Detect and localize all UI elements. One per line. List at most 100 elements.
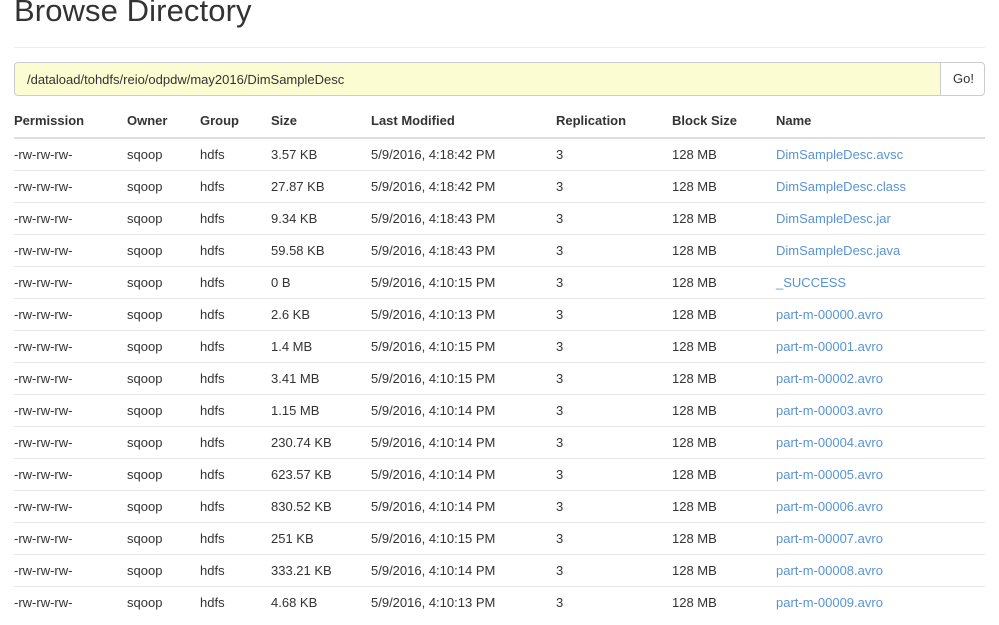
cell-name: part-m-00001.avro xyxy=(776,330,985,363)
file-link[interactable]: part-m-00009.avro xyxy=(776,595,883,610)
cell-size: 251 KB xyxy=(271,522,371,555)
file-link[interactable]: part-m-00005.avro xyxy=(776,467,883,482)
cell-size: 230.74 KB xyxy=(271,426,371,459)
cell-owner: sqoop xyxy=(127,234,200,267)
cell-replication: 3 xyxy=(556,458,672,491)
cell-group: hdfs xyxy=(200,170,271,203)
cell-replication: 3 xyxy=(556,554,672,587)
table-row: -rw-rw-rw-sqoop hdfs 1.4 MB 5/9/2016, 4:10:… xyxy=(14,330,985,363)
cell-group: hdfs xyxy=(200,234,271,267)
file-link[interactable]: DimSampleDesc.avsc xyxy=(776,147,904,162)
table-row: -rw-rw-rw-sqoop hdfs 830.52 KB 5/9/2016, 4:… xyxy=(14,490,985,523)
cell-last-modified: 5/9/2016, 4:10:13 PM xyxy=(371,586,556,618)
cell-block-size: 128 MB xyxy=(672,202,776,235)
column-header-group: Group xyxy=(200,113,271,139)
cell-replication: 3 xyxy=(556,266,672,299)
column-header-replication: Replication xyxy=(556,113,672,139)
cell-block-size: 128 MB xyxy=(672,298,776,331)
cell-owner: sqoop xyxy=(127,522,200,555)
table-body: -rw-rw-rw-sqoop hdfs 3.57 KB 5/9/2016, 4:18… xyxy=(14,138,985,618)
file-link[interactable]: part-m-00000.avro xyxy=(776,307,883,322)
cell-name: _SUCCESS xyxy=(776,266,985,299)
table-row: -rw-rw-rw-sqoop hdfs 2.6 KB 5/9/2016, 4:10:… xyxy=(14,298,985,331)
cell-owner: sqoop xyxy=(127,298,200,331)
file-link[interactable]: part-m-00002.avro xyxy=(776,371,883,386)
cell-name: part-m-00004.avro xyxy=(776,426,985,459)
table-header: Permission Owner Group Size Last Modifie… xyxy=(14,113,985,139)
table-row: -rw-rw-rw-sqoop hdfs 4.68 KB 5/9/2016, 4:10… xyxy=(14,586,985,618)
cell-owner: sqoop xyxy=(127,362,200,395)
file-link[interactable]: part-m-00001.avro xyxy=(776,339,883,354)
table-row: -rw-rw-rw-sqoop hdfs 3.57 KB 5/9/2016, 4:18… xyxy=(14,138,985,171)
cell-permission: -rw-rw-rw- xyxy=(14,147,73,162)
cell-size: 59.58 KB xyxy=(271,234,371,267)
cell-group: hdfs xyxy=(200,298,271,331)
cell-replication: 3 xyxy=(556,394,672,427)
file-link[interactable]: part-m-00003.avro xyxy=(776,403,883,418)
cell-replication: 3 xyxy=(556,147,564,162)
table-row: -rw-rw-rw-sqoop hdfs 3.41 MB 5/9/2016, 4:10… xyxy=(14,362,985,395)
column-header-name: Name xyxy=(776,113,985,139)
cell-last-modified: 5/9/2016, 4:10:13 PM xyxy=(371,298,556,331)
table-row: -rw-rw-rw-sqoop hdfs 333.21 KB 5/9/2016, 4:… xyxy=(14,554,985,587)
cell-permission: -rw-rw-rw- xyxy=(14,458,127,491)
cell-permission: -rw-rw-rw- xyxy=(14,490,127,523)
cell-permission: -rw-rw-rw- xyxy=(14,298,127,331)
cell-replication: 3 xyxy=(556,362,672,395)
cell-permission: -rw-rw-rw- xyxy=(14,426,127,459)
table-row: -rw-rw-rw-sqoop hdfs 623.57 KB 5/9/2016, 4:… xyxy=(14,458,985,491)
table-row: -rw-rw-rw-sqoop hdfs 0 B 5/9/2016, 4:10:15 … xyxy=(14,266,985,299)
cell-replication: 3 xyxy=(556,426,672,459)
cell-size: 2.6 KB xyxy=(271,298,371,331)
file-link[interactable]: part-m-00004.avro xyxy=(776,435,883,450)
column-header-owner: Owner xyxy=(127,113,200,139)
directory-path-input[interactable] xyxy=(14,62,941,96)
cell-last-modified: 5/9/2016, 4:10:15 PM xyxy=(371,330,556,363)
cell-last-modified: 5/9/2016, 4:10:14 PM xyxy=(371,426,556,459)
cell-owner: sqoop xyxy=(127,170,200,203)
cell-replication: 3 xyxy=(556,234,672,267)
cell-owner: sqoop xyxy=(127,426,200,459)
cell-group: hdfs xyxy=(200,586,271,618)
cell-block-size: 128 MB xyxy=(672,554,776,587)
cell-replication: 3 xyxy=(556,170,672,203)
file-link[interactable]: DimSampleDesc.jar xyxy=(776,211,891,226)
cell-size: 4.68 KB xyxy=(271,586,371,618)
cell-group: hdfs xyxy=(200,490,271,523)
cell-group: hdfs xyxy=(200,458,271,491)
cell-replication: 3 xyxy=(556,522,672,555)
cell-size: 0 B xyxy=(271,266,371,299)
file-link[interactable]: _SUCCESS xyxy=(776,275,847,290)
cell-size: 333.21 KB xyxy=(271,554,371,587)
cell-owner: sqoop xyxy=(127,147,163,162)
go-button[interactable]: Go! xyxy=(940,62,985,96)
table-row: -rw-rw-rw-sqoop hdfs 9.34 KB 5/9/2016, 4:18… xyxy=(14,202,985,235)
cell-permission: -rw-rw-rw- xyxy=(14,202,127,235)
cell-group: hdfs xyxy=(200,266,271,299)
cell-name: part-m-00003.avro xyxy=(776,394,985,427)
cell-owner: sqoop xyxy=(127,554,200,587)
file-link[interactable]: part-m-00007.avro xyxy=(776,531,883,546)
column-header-modified: Last Modified xyxy=(371,113,556,139)
cell-name: DimSampleDesc.avsc xyxy=(776,138,985,171)
cell-size: 27.87 KB xyxy=(271,170,371,203)
cell-permission: -rw-rw-rw- xyxy=(14,554,127,587)
cell-last-modified: 5/9/2016, 4:18:42 PM xyxy=(371,147,496,162)
cell-name: part-m-00000.avro xyxy=(776,298,985,331)
file-link[interactable]: DimSampleDesc.class xyxy=(776,179,907,194)
cell-name: DimSampleDesc.jar xyxy=(776,202,985,235)
cell-group: hdfs xyxy=(200,362,271,395)
file-link[interactable]: part-m-00008.avro xyxy=(776,563,883,578)
cell-block-size: 128 MB xyxy=(672,330,776,363)
cell-block-size: 128 MB xyxy=(672,234,776,267)
cell-last-modified: 5/9/2016, 4:18:42 PM xyxy=(371,170,556,203)
cell-last-modified: 5/9/2016, 4:10:14 PM xyxy=(371,554,556,587)
file-link[interactable]: DimSampleDesc.java xyxy=(776,243,901,258)
cell-size: 3.57 KB xyxy=(271,147,318,162)
cell-group: hdfs xyxy=(200,426,271,459)
cell-permission: -rw-rw-rw- xyxy=(14,586,127,618)
file-link[interactable]: part-m-00006.avro xyxy=(776,499,883,514)
cell-owner: sqoop xyxy=(127,266,200,299)
